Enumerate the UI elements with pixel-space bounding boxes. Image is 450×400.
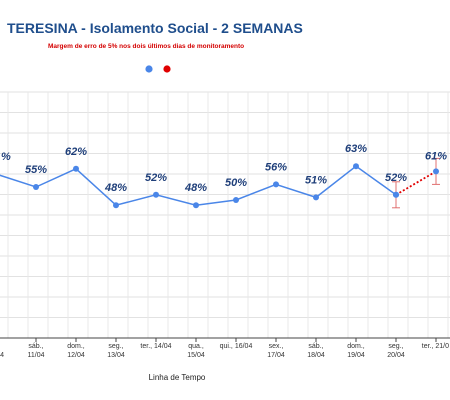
data-point xyxy=(193,202,199,209)
x-tick-label: qua., xyxy=(188,343,204,350)
data-point xyxy=(433,168,439,175)
x-tick-label: dom., xyxy=(67,343,85,350)
x-tick-label: seg., xyxy=(108,343,123,350)
data-label: 56% xyxy=(265,161,287,173)
data-point xyxy=(113,202,119,209)
legend xyxy=(145,65,171,73)
x-tick-label: dom., xyxy=(347,343,365,350)
data-point xyxy=(153,191,159,198)
data-label: 55% xyxy=(25,164,47,176)
data-label: % xyxy=(1,151,11,163)
legend-dot-2 xyxy=(163,65,171,73)
x-tick-label: 13/04 xyxy=(107,352,125,359)
data-label: 52% xyxy=(385,172,407,184)
legend-dot-1 xyxy=(145,65,153,73)
chart-subtitle: Margem de erro de 5% nos dois últimos di… xyxy=(48,43,245,50)
x-tick-label: ter., 14/04 xyxy=(140,343,171,350)
x-tick-label: 15/04 xyxy=(187,352,205,359)
data-label: 52% xyxy=(145,172,167,184)
x-tick-label: 20/04 xyxy=(387,352,405,359)
x-tick-label: sáb., xyxy=(28,343,43,350)
x-tick-label: 11/04 xyxy=(28,352,45,359)
data-point xyxy=(393,191,399,198)
x-tick-label: 19/04 xyxy=(347,352,365,359)
x-tick-label: 12/04 xyxy=(67,352,85,359)
x-tick-label: qui., 16/04 xyxy=(220,343,253,350)
x-axis-label: Linha de Tempo xyxy=(149,373,206,382)
chart-series: % 55% 62% 48% 52% 48% 50% 56% 51% 63% 52% 61% xyxy=(0,143,447,209)
data-label: 48% xyxy=(184,182,207,194)
x-axis: 10/04 sáb., 11/04 dom., 12/04 seg., 13/04 ter.,… xyxy=(0,338,449,359)
x-tick-label: sáb., xyxy=(308,343,323,350)
data-label: 61% xyxy=(425,150,447,162)
data-label: 63% xyxy=(345,143,367,155)
data-point xyxy=(233,197,239,203)
data-point xyxy=(73,165,79,172)
x-tick-label: 17/04 xyxy=(267,352,285,359)
data-point xyxy=(273,181,279,188)
data-point xyxy=(353,163,359,170)
x-tick-label: seg., xyxy=(388,343,403,350)
chart-grid xyxy=(0,91,450,339)
data-point xyxy=(313,194,319,201)
data-label: 51% xyxy=(305,174,327,186)
data-point xyxy=(33,184,39,190)
data-label: 48% xyxy=(104,182,127,194)
data-label: 62% xyxy=(65,146,87,158)
data-label: 50% xyxy=(225,177,247,189)
x-tick-label: 18/04 xyxy=(307,352,325,359)
chart-title: TERESINA - Isolamento Social - 2 SEMANAS xyxy=(7,20,303,36)
x-tick-label: ter., 21/0 xyxy=(422,343,449,350)
x-tick-label: sex., xyxy=(269,343,284,350)
x-tick-label: 10/04 xyxy=(0,352,4,359)
